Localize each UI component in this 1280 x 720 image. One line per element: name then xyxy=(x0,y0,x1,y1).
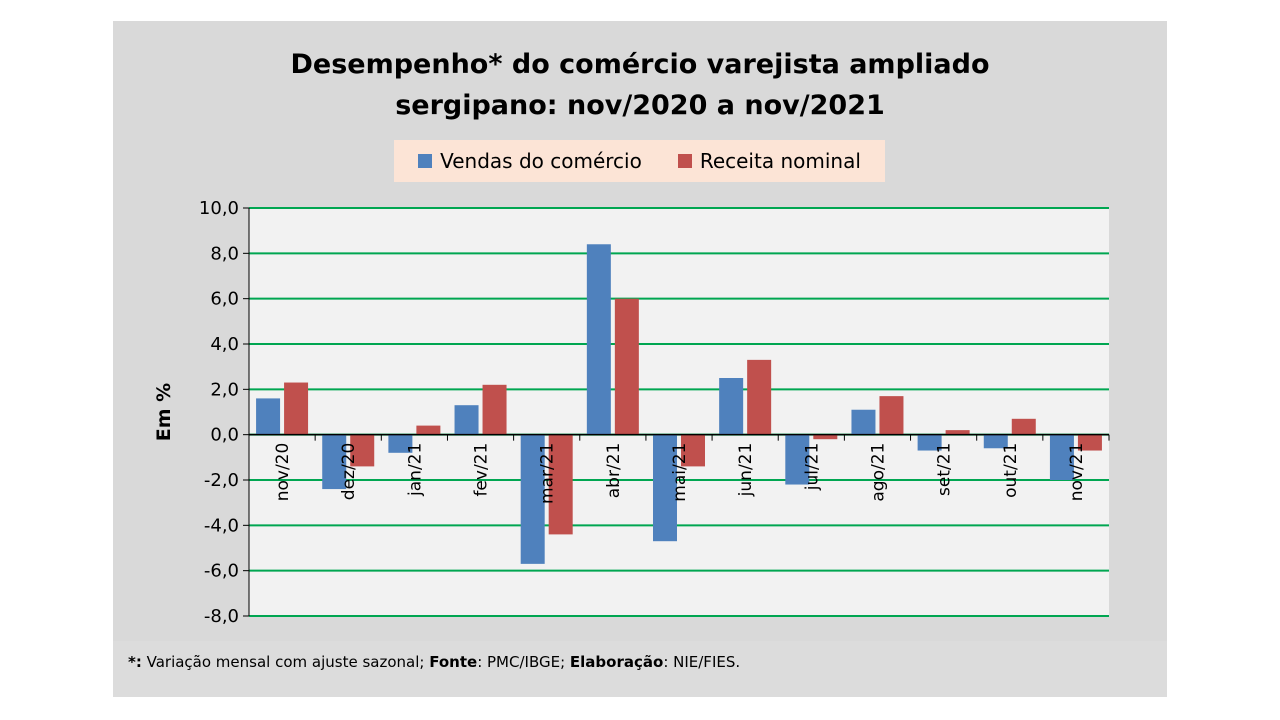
plot-area xyxy=(249,208,1109,616)
bar-vendas xyxy=(785,434,810,485)
chart-title-line-2: sergipano: nov/2020 a nov/2021 xyxy=(395,90,885,121)
bar-receita xyxy=(1077,434,1102,451)
footnote-text-1: Variação mensal com ajuste sazonal; xyxy=(141,653,430,671)
x-tick-label: mai/21 xyxy=(670,443,690,502)
footnote-box xyxy=(113,641,1167,697)
y-tick-label: 8,0 xyxy=(210,243,239,264)
bar-vendas xyxy=(851,409,876,435)
bar-vendas xyxy=(454,405,479,435)
bar-receita xyxy=(747,359,772,435)
x-tick-label: nov/21 xyxy=(1067,443,1087,502)
bar-vendas xyxy=(983,434,1008,449)
bar-vendas xyxy=(719,378,744,435)
bar-vendas xyxy=(388,434,413,453)
x-tick-label: jul/21 xyxy=(802,443,822,492)
chart-title-line-1: Desempenho* do comércio varejista amplia… xyxy=(290,49,990,80)
legend-label-receita: Receita nominal xyxy=(699,149,861,173)
legend-swatch-receita xyxy=(677,154,692,168)
y-tick-label: 10,0 xyxy=(199,198,239,219)
bar-vendas xyxy=(917,434,942,451)
footnote-star: *: xyxy=(128,653,142,671)
bar-vendas xyxy=(1049,434,1074,480)
y-tick-label: 2,0 xyxy=(210,379,239,400)
y-tick-label: 0,0 xyxy=(210,425,239,446)
bar-receita xyxy=(879,396,904,435)
x-tick-label: nov/20 xyxy=(273,443,293,502)
bar-receita xyxy=(416,425,441,435)
bar-receita xyxy=(813,434,838,440)
footnote-text-2: : PMC/IBGE; xyxy=(477,653,570,671)
x-tick-label: dez/20 xyxy=(339,443,359,501)
y-tick-label: -8,0 xyxy=(204,606,239,627)
bar-receita xyxy=(1011,418,1036,435)
x-tick-label: out/21 xyxy=(1001,443,1021,498)
y-axis-label: Em % xyxy=(153,383,175,441)
x-tick-label: fev/21 xyxy=(472,443,492,497)
legend-item-receita: Receita nominal xyxy=(677,149,861,173)
legend: Vendas do comércio Receita nominal xyxy=(394,140,885,182)
y-tick-label: -6,0 xyxy=(204,561,239,582)
bar-receita xyxy=(614,298,639,435)
x-tick-label: set/21 xyxy=(935,443,955,496)
bar-receita xyxy=(945,430,970,435)
bar-receita xyxy=(284,382,309,435)
legend-item-vendas: Vendas do comércio xyxy=(418,149,642,173)
footnote-fonte-label: Fonte xyxy=(429,653,478,671)
footnote-elab-label: Elaboração xyxy=(569,653,664,671)
bar-vendas xyxy=(586,244,611,435)
x-tick-label: jan/21 xyxy=(405,443,425,497)
bar-vendas xyxy=(520,434,545,564)
bar-vendas xyxy=(256,398,281,435)
x-tick-label: jun/21 xyxy=(736,443,756,498)
y-tick-label: 6,0 xyxy=(210,289,239,310)
y-tick-label: -2,0 xyxy=(204,470,239,491)
chart-title: Desempenho* do comércio varejista amplia… xyxy=(113,44,1167,126)
bar-receita xyxy=(350,434,375,467)
legend-swatch-vendas xyxy=(418,154,433,168)
x-tick-label: abr/21 xyxy=(604,443,624,499)
footnote-text-3: : NIE/FIES. xyxy=(663,653,741,671)
legend-label-vendas: Vendas do comércio xyxy=(440,149,642,173)
bar-vendas xyxy=(322,434,347,490)
bar-vendas xyxy=(653,434,677,542)
x-tick-label: ago/21 xyxy=(868,443,888,502)
y-tick-label: -4,0 xyxy=(204,515,239,536)
x-tick-label: mar/21 xyxy=(538,443,558,504)
y-tick-label: 4,0 xyxy=(210,334,239,355)
footnote: *: Variação mensal com ajuste sazonal; F… xyxy=(128,653,740,671)
bar-receita xyxy=(482,384,507,435)
bar-receita xyxy=(548,434,573,535)
bar-receita xyxy=(681,434,705,467)
